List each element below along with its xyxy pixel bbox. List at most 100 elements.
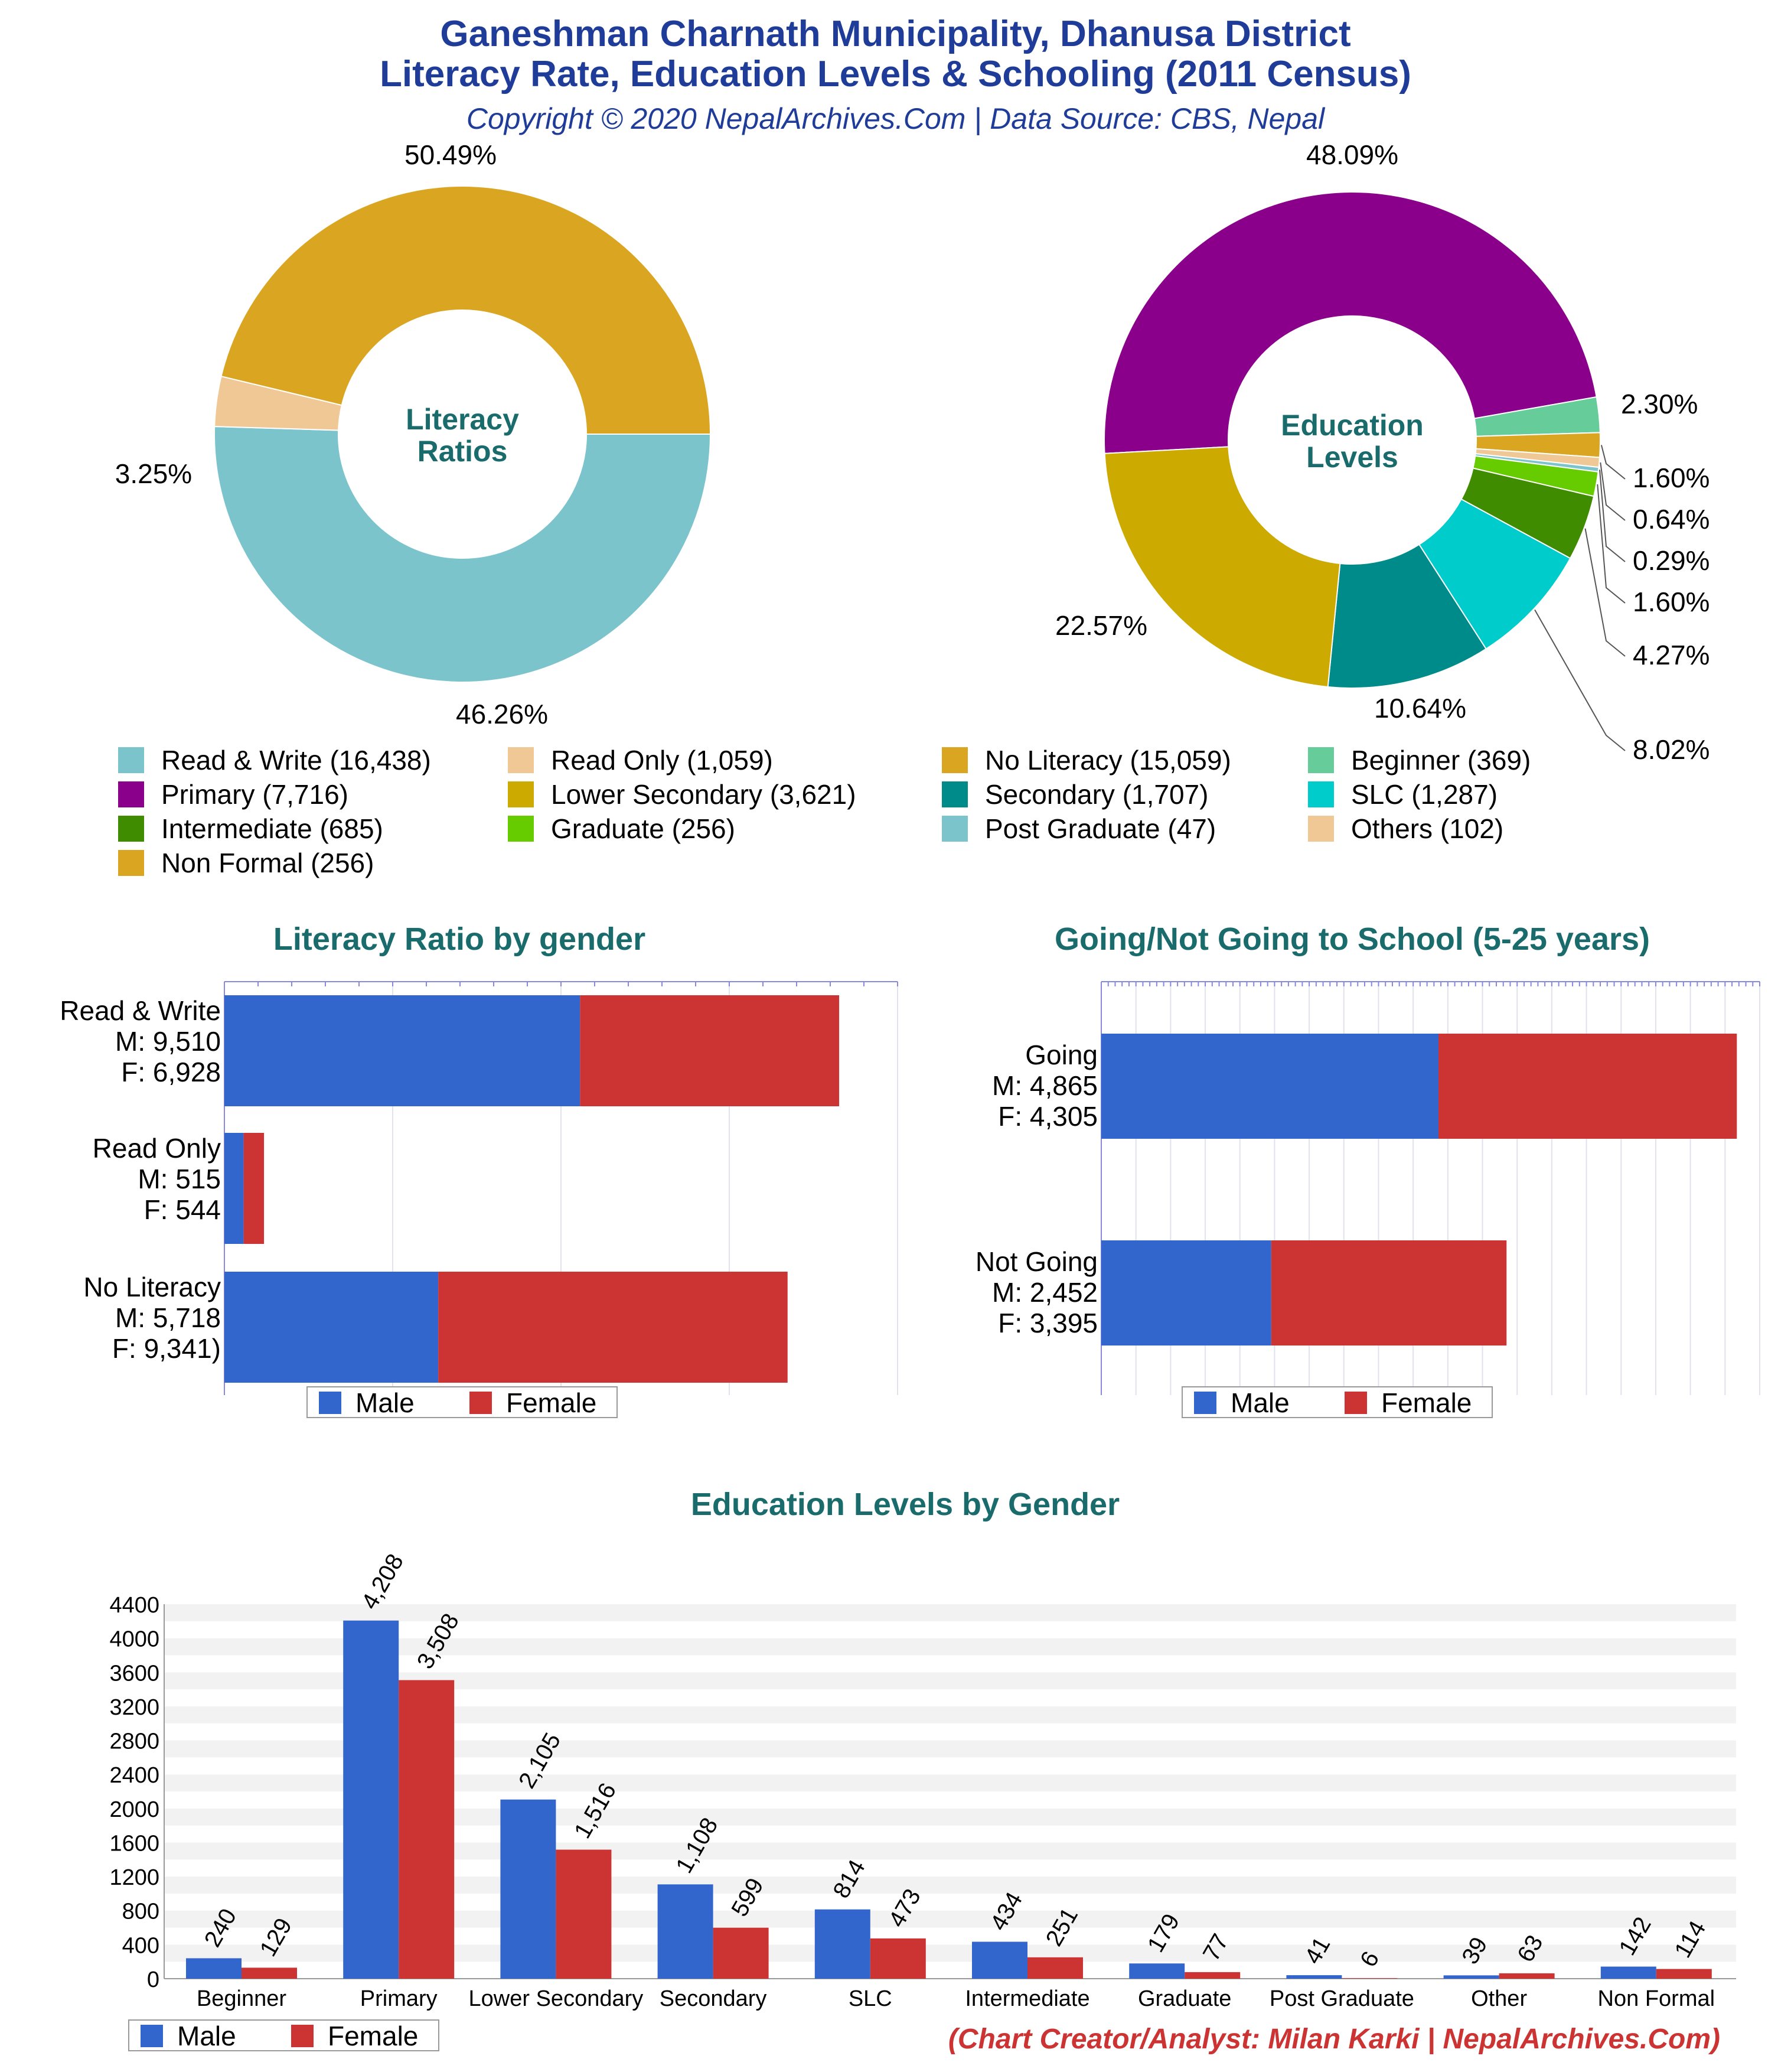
literacy-gender-category-label: F: 9,341) — [112, 1333, 221, 1364]
legend-label: Others (102) — [1351, 813, 1503, 844]
literacy-pct-label: 46.26% — [456, 699, 548, 729]
education-gender-bar-female — [1027, 1957, 1083, 1979]
education-donut-title: Education — [1281, 409, 1424, 442]
literacy-pct-label: 50.49% — [404, 139, 497, 170]
literacy-gender-category-label: No Literacy — [83, 1272, 221, 1302]
education-gender-bar-male — [657, 1884, 713, 1979]
education-gender-legend-box — [128, 2019, 439, 2051]
legend-swatch — [1308, 816, 1334, 842]
legend-swatch — [508, 816, 534, 842]
education-gender-x-tick: Graduate — [1138, 1986, 1231, 2011]
literacy-gender-legend-swatch — [469, 1392, 492, 1414]
legend-label: Read & Write (16,438) — [161, 745, 431, 776]
education-donut-slice-0 — [1104, 191, 1597, 454]
literacy-gender-category-label: F: 544 — [144, 1194, 221, 1225]
education-gender-band — [164, 1638, 1736, 1656]
education-gender-y-tick: 400 — [122, 1933, 159, 1958]
education-gender-legend-swatch — [141, 2025, 163, 2047]
education-gender-legend-label: Male — [177, 2021, 236, 2051]
education-gender-band — [164, 1621, 1736, 1638]
education-gender-bar-male — [814, 1909, 870, 1979]
education-pct-label: 48.09% — [1306, 139, 1398, 170]
education-gender-bar-male — [1129, 1963, 1185, 1979]
education-gender-bar-male — [186, 1958, 242, 1979]
education-leader-line — [1599, 470, 1626, 562]
chart-credit: (Chart Creator/Analyst: Milan Karki | Ne… — [948, 2024, 1720, 2055]
education-pct-label: 1.60% — [1633, 462, 1710, 493]
education-pct-label: 10.64% — [1374, 693, 1466, 724]
education-gender-y-tick: 2400 — [109, 1763, 159, 1788]
literacy-gender-legend-swatch — [319, 1392, 341, 1414]
literacy-gender-bar-male — [224, 995, 580, 1106]
education-gender-y-tick: 2000 — [109, 1797, 159, 1822]
education-gender-bar-female — [1342, 1978, 1398, 1979]
education-gender-bar-female — [1499, 1973, 1555, 1979]
legend-swatch — [942, 781, 968, 807]
education-donut-slice-9 — [1104, 446, 1341, 688]
legend-label: Non Formal (256) — [161, 848, 374, 878]
education-donut-slice-8 — [1327, 543, 1487, 689]
education-gender-y-tick: 3200 — [109, 1695, 159, 1720]
education-gender-x-tick: Lower Secondary — [469, 1986, 644, 2011]
education-gender-y-tick: 0 — [147, 1967, 159, 1992]
legend-swatch — [508, 747, 534, 773]
education-gender-bar-female — [556, 1849, 612, 1979]
education-gender-x-tick: Beginner — [197, 1986, 286, 2011]
education-gender-bar-male — [1286, 1975, 1342, 1979]
legend-label: Intermediate (685) — [161, 813, 383, 844]
literacy-gender-legend-label: Female — [506, 1387, 596, 1418]
legend-label: Graduate (256) — [551, 813, 735, 844]
legend-swatch — [942, 747, 968, 773]
education-gender-title: Education Levels by Gender — [691, 1487, 1120, 1522]
schooling-gender-category-label: Not Going — [976, 1246, 1098, 1277]
education-gender-y-tick: 4000 — [109, 1627, 159, 1652]
education-pct-label: 4.27% — [1633, 640, 1710, 670]
education-gender-y-tick: 800 — [122, 1900, 159, 1924]
legend-label: Primary (7,716) — [161, 779, 348, 810]
literacy-gender-category-label: F: 6,928 — [121, 1057, 221, 1087]
education-pct-label: 0.29% — [1633, 545, 1710, 576]
education-gender-bar-female — [399, 1680, 455, 1979]
schooling-gender-legend-box — [1182, 1386, 1493, 1418]
education-gender-y-tick: 1200 — [109, 1865, 159, 1890]
literacy-donut-title-2: Ratios — [417, 435, 508, 468]
education-gender-x-tick: Primary — [360, 1986, 438, 2011]
legend-swatch — [118, 816, 144, 842]
schooling-gender-legend-swatch — [1345, 1392, 1367, 1414]
schooling-gender-legend-label: Male — [1231, 1387, 1290, 1418]
schooling-gender-category-label: M: 2,452 — [992, 1277, 1098, 1308]
literacy-gender-title: Literacy Ratio by gender — [273, 921, 645, 957]
education-gender-x-tick: SLC — [849, 1986, 892, 2011]
legend-label: Secondary (1,707) — [985, 779, 1208, 810]
literacy-gender-bar-male — [224, 1133, 244, 1244]
schooling-gender-category-label: F: 3,395 — [998, 1308, 1098, 1338]
education-gender-y-tick: 3600 — [109, 1661, 159, 1686]
legend-label: Read Only (1,059) — [551, 745, 773, 776]
literacy-gender-bar-female — [243, 1133, 265, 1244]
education-leader-line — [1584, 528, 1626, 657]
literacy-gender-legend-label: Male — [355, 1387, 415, 1418]
schooling-gender-bar-female — [1438, 1034, 1737, 1139]
education-gender-band — [164, 1655, 1736, 1673]
literacy-gender-category-label: M: 9,510 — [115, 1026, 221, 1057]
education-gender-legend-swatch — [291, 2025, 314, 2047]
education-leader-line — [1534, 609, 1626, 751]
literacy-gender-legend-box — [306, 1386, 618, 1418]
literacy-gender-category-label: M: 515 — [138, 1164, 221, 1194]
education-gender-bar-female — [870, 1938, 926, 1979]
literacy-donut-slice-2 — [220, 185, 712, 435]
education-gender-x-tick: Post Graduate — [1270, 1986, 1414, 2011]
literacy-gender-bar-female — [580, 995, 840, 1106]
education-gender-x-tick: Non Formal — [1598, 1986, 1715, 2011]
legend-label: Beginner (369) — [1351, 745, 1531, 776]
education-gender-bar-male — [1443, 1975, 1499, 1979]
literacy-gender-category-label: M: 5,718 — [115, 1302, 221, 1333]
education-gender-bar-female — [242, 1967, 297, 1979]
literacy-gender-category-label: Read Only — [93, 1133, 221, 1164]
education-gender-bar-female — [713, 1927, 769, 1979]
schooling-gender-title: Going/Not Going to School (5-25 years) — [1055, 921, 1650, 957]
legend-swatch — [1308, 747, 1334, 773]
schooling-gender-bar-male — [1101, 1240, 1271, 1346]
education-gender-x-tick: Other — [1471, 1986, 1527, 2011]
